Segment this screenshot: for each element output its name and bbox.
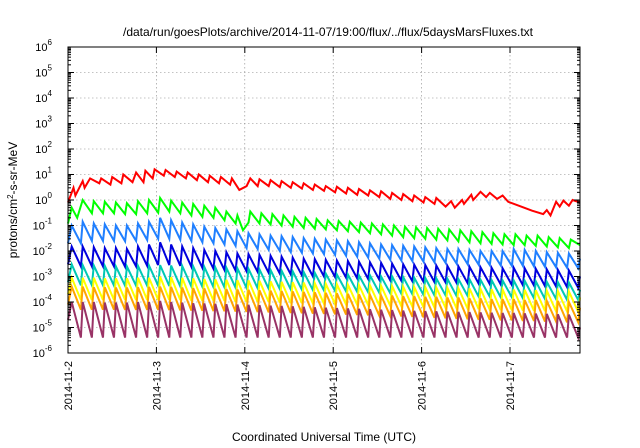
y-tick-label: 103 [35, 115, 52, 131]
x-tick-label: 2014-11-7 [505, 361, 517, 410]
y-axis-tick-labels: 10610510410310210110010-110-210-310-410-… [33, 38, 53, 360]
y-tick-label-exponent: -6 [45, 344, 53, 353]
x-tick-label: 2014-11-5 [328, 361, 340, 410]
y-tick-label-exponent: 2 [48, 140, 53, 149]
y-axis-title-rest: -s-sr-MeV [6, 142, 20, 195]
series-line-3 [67, 216, 581, 271]
y-axis-title-superscript: 2 [6, 194, 15, 199]
y-tick-label-exponent: -5 [45, 319, 53, 328]
series-line-4 [67, 241, 581, 291]
y-tick-label: 102 [35, 140, 52, 156]
y-tick-label: 101 [35, 166, 52, 182]
y-tick-label: 104 [35, 89, 52, 105]
y-tick-label-exponent: 5 [48, 64, 53, 73]
y-tick-label-base: 10 [35, 195, 47, 207]
y-axis-title-base: protons/cm [6, 199, 20, 258]
y-tick-label-base: 10 [35, 42, 47, 54]
y-tick-label-base: 10 [33, 348, 45, 360]
x-axis-tick-labels: 2014-11-2 2014-11-3 2014-11-4 2014-11-5 2014… [63, 361, 517, 410]
y-tick-label: 106 [35, 38, 52, 54]
y-tick-label-exponent: -4 [45, 293, 53, 302]
y-tick-label-base: 10 [35, 119, 47, 131]
y-tick-label: 100 [35, 191, 52, 207]
chart-title: /data/run/goesPlots/archive/2014-11-07/1… [123, 25, 534, 39]
y-tick-label-exponent: 4 [48, 89, 53, 98]
y-tick-label-base: 10 [33, 297, 45, 309]
series-line-7 [67, 283, 581, 326]
x-tick-label: 2014-11-2 [63, 361, 75, 410]
y-tick-label-base: 10 [33, 272, 45, 284]
series-line-2 [67, 195, 581, 251]
y-tick-label-exponent: 1 [48, 166, 53, 175]
x-axis-title: Coordinated Universal Time (UTC) [232, 430, 416, 444]
y-tick-label: 10-6 [33, 344, 53, 360]
y-tick-label-exponent: -3 [45, 268, 53, 277]
x-tick-label: 2014-11-6 [417, 361, 429, 410]
y-tick-label: 10-2 [33, 242, 53, 258]
y-tick-label-base: 10 [35, 93, 47, 105]
series-line-1 [67, 167, 581, 218]
y-tick-label: 10-5 [33, 319, 53, 335]
y-tick-label: 10-1 [33, 217, 53, 233]
y-tick-label-exponent: 6 [48, 38, 53, 47]
series-line-5 [67, 261, 581, 304]
y-tick-label-exponent: -1 [45, 217, 53, 226]
y-tick-label-base: 10 [35, 170, 47, 182]
y-tick-label-base: 10 [35, 144, 47, 156]
y-axis-title: protons/cm2-s-sr-MeV [6, 142, 21, 258]
y-tick-label: 10-4 [33, 293, 53, 309]
y-tick-label-exponent: -2 [45, 242, 53, 251]
axis-ticks [67, 46, 580, 354]
series-line-8 [67, 300, 581, 342]
x-tick-label: 2014-11-4 [240, 361, 252, 410]
y-tick-label-base: 10 [33, 323, 45, 335]
y-tick-label-base: 10 [33, 221, 45, 233]
y-tick-label: 10-3 [33, 268, 53, 284]
y-tick-label-exponent: 3 [48, 115, 53, 124]
series-layer [67, 167, 581, 342]
y-tick-label-base: 10 [35, 68, 47, 80]
x-tick-label: 2014-11-3 [151, 361, 163, 410]
y-tick-label-exponent: 0 [48, 191, 53, 200]
y-tick-label-base: 10 [33, 246, 45, 258]
y-tick-label: 105 [35, 64, 52, 80]
